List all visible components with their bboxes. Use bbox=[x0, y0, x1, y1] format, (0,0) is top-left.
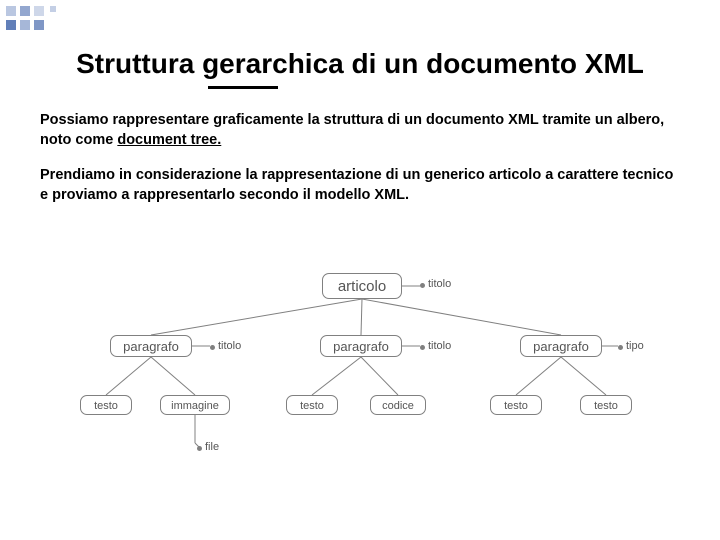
tree-node-testo3: testo bbox=[490, 395, 542, 415]
corner-decoration bbox=[0, 0, 120, 40]
tree-node-testo4: testo bbox=[580, 395, 632, 415]
tree-diagram: articolo paragrafo paragrafo paragrafo testo… bbox=[50, 245, 670, 475]
attr-dot bbox=[420, 283, 425, 288]
attr-dot bbox=[210, 345, 215, 350]
tree-node-paragrafo1: paragrafo bbox=[110, 335, 192, 357]
tree-attr: titolo bbox=[428, 340, 451, 352]
tree-node-testo2: testo bbox=[286, 395, 338, 415]
tree-attr: file bbox=[205, 441, 219, 453]
tree-node-codice: codice bbox=[370, 395, 426, 415]
paragraph-2: Prendiamo in considerazione la rappresen… bbox=[40, 166, 680, 205]
tree-attr: titolo bbox=[218, 340, 241, 352]
title-underline bbox=[208, 86, 278, 89]
tree-node-paragrafo2: paragrafo bbox=[320, 335, 402, 357]
attr-dot bbox=[420, 345, 425, 350]
tree-attr: titolo bbox=[428, 278, 451, 290]
tree-attr: tipo bbox=[626, 340, 644, 352]
paragraph-1: Possiamo rappresentare graficamente la s… bbox=[40, 111, 680, 150]
tree-node-paragrafo3: paragrafo bbox=[520, 335, 602, 357]
tree-node-immagine: immagine bbox=[160, 395, 230, 415]
attr-dot bbox=[197, 446, 202, 451]
slide-content: Struttura gerarchica di un documento XML… bbox=[40, 48, 680, 221]
attr-dot bbox=[618, 345, 623, 350]
tree-node-testo1: testo bbox=[80, 395, 132, 415]
page-title: Struttura gerarchica di un documento XML bbox=[40, 48, 680, 80]
tree-node-articolo: articolo bbox=[322, 273, 402, 299]
paragraph-1-underlined: document tree. bbox=[117, 132, 221, 148]
